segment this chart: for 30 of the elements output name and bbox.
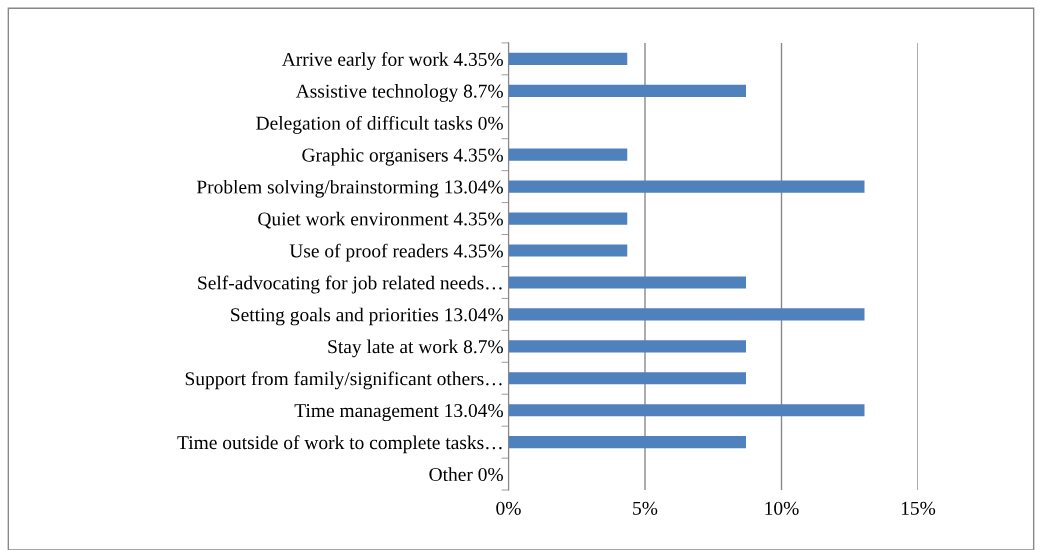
y-tick-label: Support from family/significant others… [185,371,502,390]
x-tick-label: 0% [496,501,521,515]
bar [508,372,747,385]
y-tick-label: Time management 13.04% [294,403,503,422]
y-tick-label: Use of proof readers 4.35% [289,243,503,262]
y-tick-label: Problem solving/brainstorming 13.04% [196,179,503,198]
bar [508,276,747,289]
bar [508,180,865,193]
bar [508,244,628,257]
y-tick-label: Assistive technology 8.7% [295,84,503,102]
y-tick-label: Time outside of work to complete tasks… [177,435,502,454]
x-tick-label: 15% [901,501,936,515]
bar [508,404,865,417]
y-tick-label: Quiet work environment 4.35% [258,211,503,229]
y-tick-label: Arrive early for work 4.35% [281,52,503,70]
bar [508,148,628,161]
bar [508,308,865,321]
y-tick-label: Delegation of difficult tasks 0% [256,115,503,134]
x-tick-label: 5% [633,501,658,515]
y-tick-label: Self-advocating for job related needs… [198,275,502,294]
y-tick-label: Other 0% [429,467,503,482]
y-tick-label: Setting goals and priorities 13.04% [231,307,503,326]
y-tick-label: Graphic organisers 4.35% [302,147,503,166]
bar [508,212,628,225]
y-tick-label: Stay late at work 8.7% [328,339,503,358]
bar [508,52,628,65]
x-tick-label: 10% [765,501,799,515]
bar [508,436,747,449]
bar [508,84,747,97]
bar [508,340,747,353]
